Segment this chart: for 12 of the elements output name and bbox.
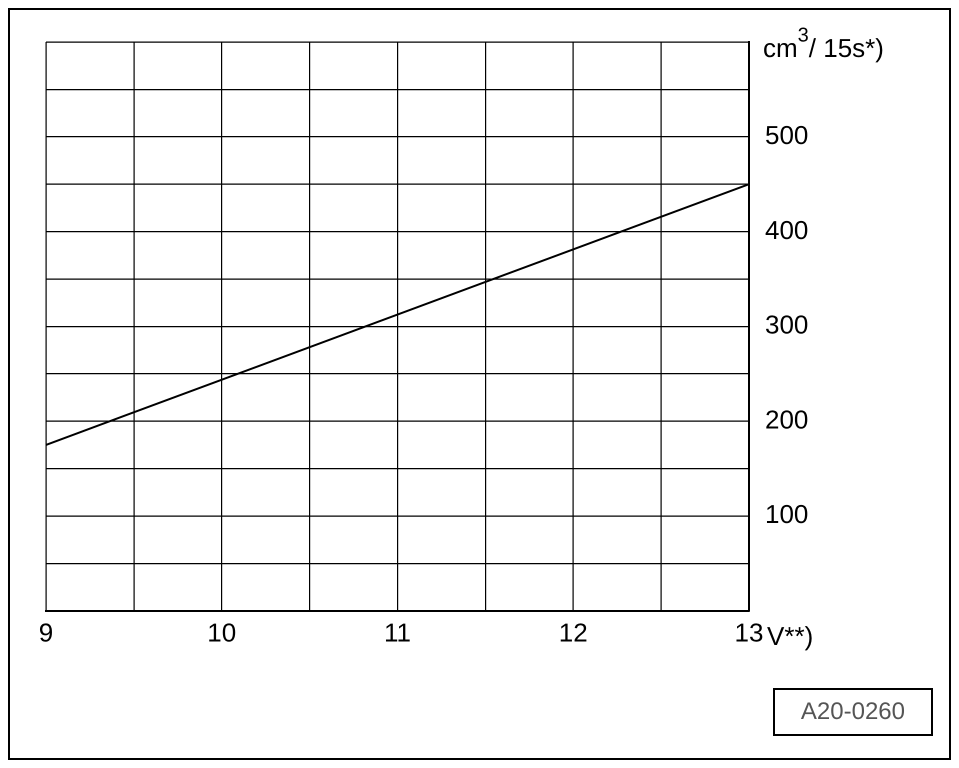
x-tick-label: 9 (38, 618, 54, 648)
y-tick-label: 300 (765, 310, 808, 340)
y-tick-label: 100 (765, 499, 808, 530)
x-axis-title: V**) (767, 620, 814, 651)
x-tick-label: 12 (558, 618, 588, 648)
x-tick-label: 13 (734, 618, 764, 648)
x-tick-label: 10 (207, 618, 236, 648)
y-tick-label: 400 (765, 214, 808, 245)
text: A20-0260 (772, 688, 933, 736)
x-tick-label: 11 (384, 618, 411, 648)
y-tick-label: 200 (765, 404, 808, 434)
y-tick-label: 500 (765, 120, 808, 150)
